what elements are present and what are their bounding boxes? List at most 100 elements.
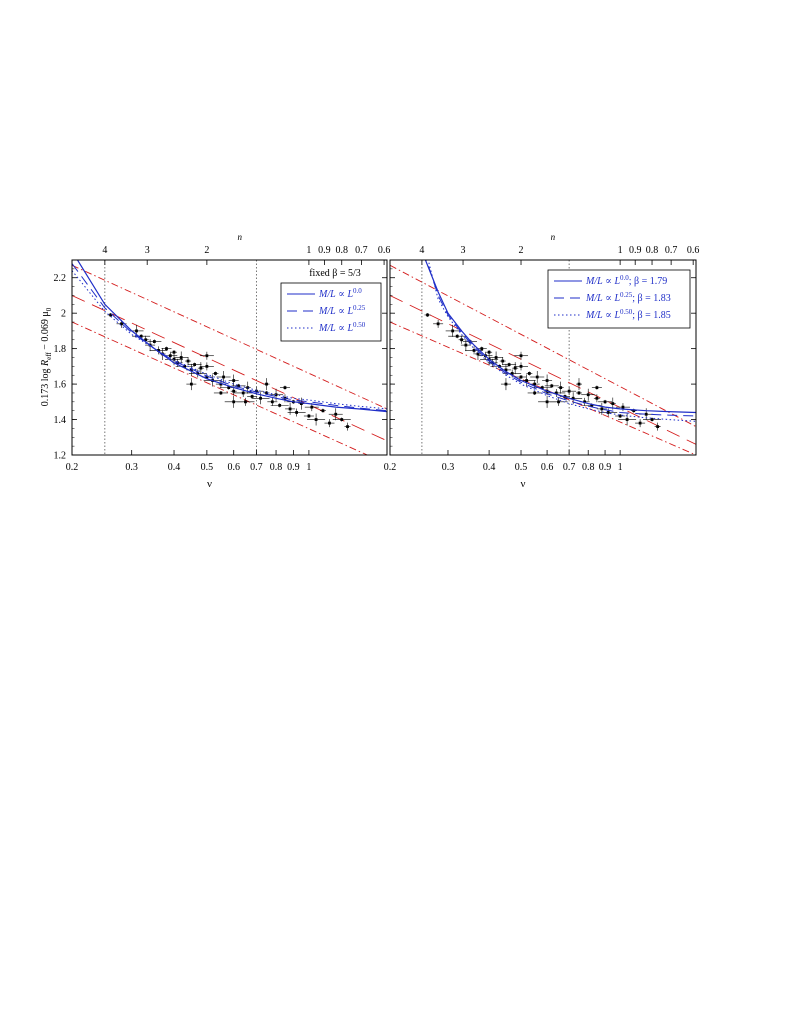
legend-label-l: L xyxy=(613,293,620,304)
point-marker xyxy=(283,386,287,390)
model-curve-dotted xyxy=(72,270,387,410)
y-axis-label-part: R xyxy=(40,360,51,367)
panel-right: 0.2 0.3 0.4 0.5 0.6 0.7 0.8 0.9 1 4 3 2 1 0.9 0.8 0.7 0.… xyxy=(384,232,700,490)
legend: M/L ∝ L0.0; β = 1.79M/L ∝ L0.25; β = 1.8… xyxy=(547,269,691,329)
point-marker xyxy=(460,338,464,342)
data-point xyxy=(445,324,460,337)
data-point xyxy=(527,390,542,395)
data-point xyxy=(596,402,607,415)
point-marker xyxy=(295,411,299,414)
point-marker xyxy=(270,400,274,404)
legend-label-beta: ; β = 1.83 xyxy=(632,293,671,304)
plot-area xyxy=(390,260,696,455)
point-marker xyxy=(232,389,236,393)
point-marker xyxy=(487,350,491,354)
data-point xyxy=(538,395,557,408)
point-marker xyxy=(265,391,268,395)
point-marker xyxy=(205,364,209,368)
data-point xyxy=(147,339,162,344)
x-tick-label: 0.8 xyxy=(582,462,595,473)
point-marker xyxy=(189,382,193,386)
bound-line-dashdot xyxy=(390,321,696,455)
x-tick-label: 0.5 xyxy=(201,462,214,473)
data-point xyxy=(212,371,219,376)
data-point xyxy=(448,334,467,339)
point-marker xyxy=(540,386,544,390)
data-point xyxy=(643,417,662,422)
top-tick-label: 3 xyxy=(461,245,466,256)
data-point xyxy=(171,350,178,355)
point-marker xyxy=(638,421,642,425)
point-marker xyxy=(250,395,254,398)
data-point xyxy=(307,413,326,426)
point-marker xyxy=(314,418,318,421)
data-point xyxy=(514,351,529,360)
point-marker xyxy=(554,391,558,395)
point-marker xyxy=(595,396,599,400)
point-marker xyxy=(559,386,563,390)
data-point xyxy=(526,371,533,376)
point-marker xyxy=(494,356,498,359)
data-point xyxy=(593,394,600,403)
point-marker xyxy=(299,402,303,405)
point-marker xyxy=(346,425,349,429)
legend-box xyxy=(547,269,691,329)
top-tick-label: 4 xyxy=(419,245,424,256)
point-marker xyxy=(259,396,262,400)
y-axis-label-sub: 0 xyxy=(45,307,53,311)
data-point xyxy=(654,422,661,431)
y-tick-label: 1.6 xyxy=(54,380,67,391)
data-point xyxy=(332,417,351,422)
data-point xyxy=(575,378,582,391)
top-tick-label: 0.7 xyxy=(665,245,678,256)
legend-label-beta: ; β = 1.85 xyxy=(632,310,671,321)
top-tick-label: 0.6 xyxy=(378,245,391,256)
point-marker xyxy=(278,403,282,407)
point-marker xyxy=(590,403,594,407)
top-tick-label: 0.6 xyxy=(687,245,700,256)
point-marker xyxy=(533,391,537,395)
y-axis-label-sub: eff xyxy=(45,352,53,360)
point-marker xyxy=(186,359,190,363)
data-point xyxy=(263,378,270,391)
x-tick-label: 0.9 xyxy=(599,462,612,473)
point-marker xyxy=(510,372,514,375)
data-point xyxy=(598,399,613,404)
data-point xyxy=(460,339,471,352)
point-marker xyxy=(183,364,187,368)
x-tick-label: 0.3 xyxy=(125,462,138,473)
data-point xyxy=(216,371,231,383)
point-marker xyxy=(436,322,440,326)
top-axis-label: n xyxy=(551,232,556,242)
point-marker xyxy=(189,368,193,372)
point-marker xyxy=(491,361,495,365)
legend-label-ml: M/L xyxy=(585,310,603,321)
point-marker xyxy=(310,405,314,409)
data-point xyxy=(557,381,564,394)
point-marker xyxy=(533,382,537,386)
data-point xyxy=(188,369,207,378)
model-curve-dashed xyxy=(425,260,696,417)
point-marker xyxy=(468,340,472,343)
legend-label-exponent: 0.25 xyxy=(353,304,366,312)
data-point xyxy=(287,408,306,417)
legend-label: M/L ∝ L0.25; β = 1.83 xyxy=(585,291,671,304)
bound-line-longdash xyxy=(72,295,387,442)
data-point xyxy=(516,375,527,379)
point-marker xyxy=(340,418,344,421)
data-point xyxy=(599,408,618,417)
data-point xyxy=(424,312,431,317)
point-marker xyxy=(501,359,505,363)
point-marker xyxy=(179,356,183,359)
point-marker xyxy=(288,407,292,411)
point-marker xyxy=(519,354,523,358)
point-marker xyxy=(109,313,113,317)
legend-label-prop: ∝ xyxy=(603,310,615,321)
data-point xyxy=(149,346,168,355)
data-point xyxy=(230,387,237,396)
point-marker xyxy=(611,402,615,405)
point-marker xyxy=(168,354,172,358)
top-tick-label: 2 xyxy=(204,245,209,256)
y-tick-label: 2 xyxy=(61,309,66,320)
